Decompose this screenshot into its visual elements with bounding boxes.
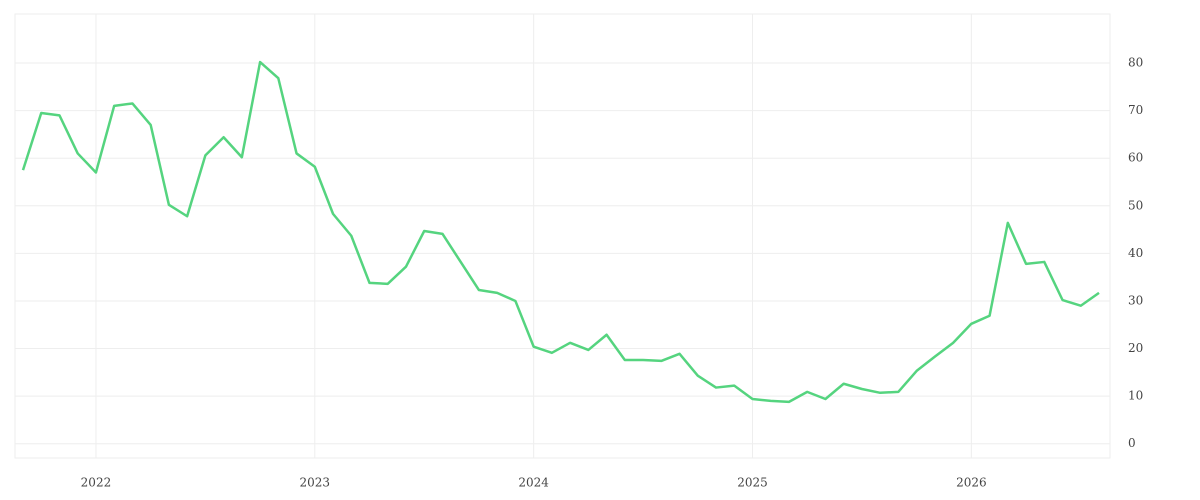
x-tick-label: 2025 bbox=[737, 476, 768, 490]
line bbox=[21, 60, 1100, 404]
y-tick-label: 30 bbox=[1128, 293, 1143, 307]
y-tick-label: 40 bbox=[1128, 246, 1143, 260]
x-tick-label: 2023 bbox=[300, 476, 331, 490]
x-tick-label: 2022 bbox=[81, 476, 112, 490]
y-tick-label: 0 bbox=[1128, 436, 1136, 450]
plot-frame bbox=[14, 13, 1111, 459]
y-tick-label: 20 bbox=[1128, 341, 1143, 355]
y-tick-label: 70 bbox=[1128, 103, 1143, 117]
x-tick-label: 2026 bbox=[956, 476, 987, 490]
y-tick-label: 80 bbox=[1128, 56, 1143, 70]
x-tick-label: 2024 bbox=[518, 476, 549, 490]
y-tick-label: 10 bbox=[1128, 389, 1143, 403]
y-tick-label: 50 bbox=[1128, 198, 1143, 212]
y-tick-label: 60 bbox=[1128, 151, 1143, 165]
